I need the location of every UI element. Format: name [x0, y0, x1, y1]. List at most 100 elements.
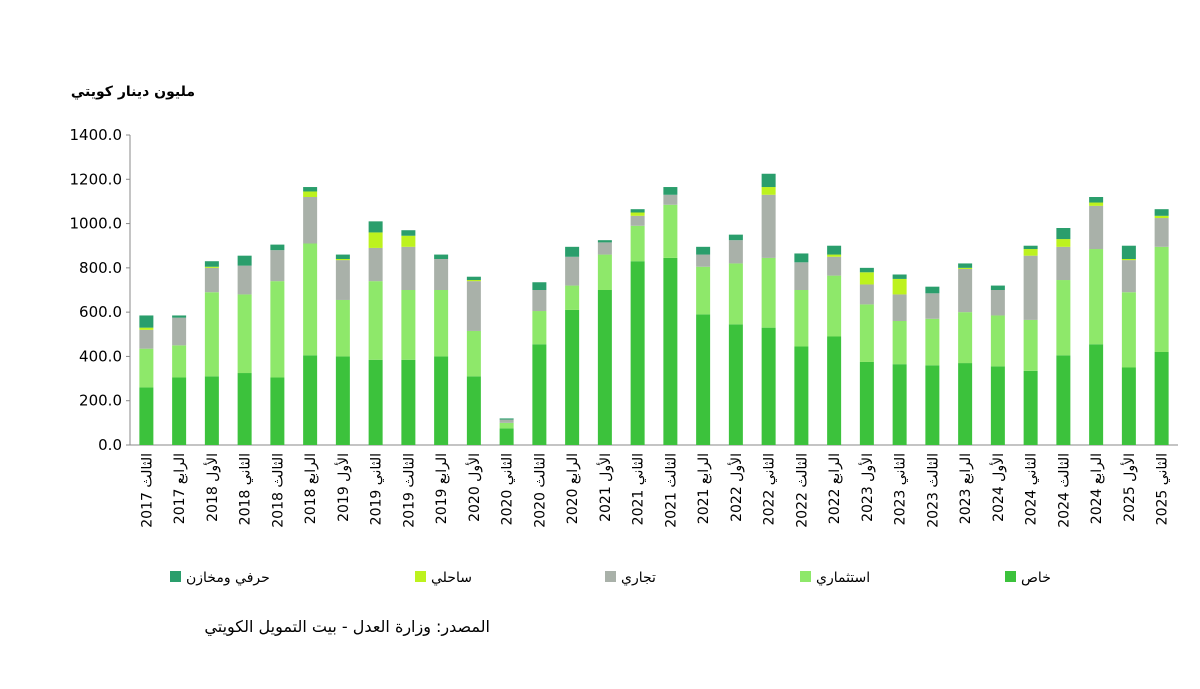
- bar-segment: [401, 246, 416, 290]
- bar-segment: [303, 187, 318, 192]
- bar-segment: [794, 346, 809, 445]
- bar-segment: [270, 244, 285, 251]
- bar-segment: [892, 274, 907, 279]
- bar-segment: [434, 254, 449, 259]
- x-tick-label: الرابع 2017: [172, 453, 188, 524]
- bar-segment: [728, 240, 743, 264]
- y-tick-label: 1200.0: [70, 170, 123, 188]
- bar-segment: [925, 293, 940, 319]
- bar-segment: [827, 336, 842, 445]
- bar-segment: [172, 345, 187, 378]
- bar-segment: [303, 243, 318, 356]
- bar-segment: [630, 212, 645, 216]
- bar-segment: [204, 266, 219, 268]
- bar-segment: [466, 280, 481, 282]
- bar-segment: [204, 376, 219, 445]
- bar-segment: [630, 215, 645, 226]
- bar-segment: [237, 265, 252, 295]
- bar-segment: [1121, 260, 1136, 293]
- bar-segment: [859, 267, 874, 273]
- bar-segment: [990, 285, 1005, 290]
- bar-segment: [696, 314, 711, 445]
- bar-segment: [1056, 228, 1071, 240]
- bar-segment: [990, 315, 1005, 367]
- bar-segment: [434, 259, 449, 290]
- x-tick-label: الثالث 2024: [1056, 453, 1072, 528]
- bar-segment: [1154, 215, 1169, 219]
- bar-segment: [368, 247, 383, 282]
- bar-segment: [270, 250, 285, 282]
- bar-segment: [532, 311, 547, 345]
- bar-segment: [663, 187, 678, 195]
- x-tick-label: الثالث 2020: [532, 453, 548, 528]
- bar-segment: [597, 290, 612, 445]
- bar-segment: [532, 282, 547, 290]
- bar-segment: [794, 290, 809, 347]
- legend-label: خاص: [1021, 570, 1051, 586]
- x-tick-label: الثاني 2024: [1024, 453, 1040, 525]
- bar-segment: [892, 294, 907, 321]
- bar-segment: [630, 225, 645, 262]
- bar-segment: [1154, 246, 1169, 352]
- bar-segment: [204, 292, 219, 377]
- bar-segment: [892, 364, 907, 445]
- y-tick-label: 800.0: [79, 259, 122, 277]
- bar-segment: [794, 253, 809, 263]
- bar-segment: [1023, 255, 1038, 320]
- bar-segment: [958, 267, 973, 269]
- bar-segment: [794, 262, 809, 290]
- bar-segment: [368, 359, 383, 445]
- bar-segment: [761, 327, 776, 445]
- bar-segment: [1056, 280, 1071, 356]
- x-tick-label: الثالث 2022: [794, 453, 810, 528]
- bar-segment: [303, 355, 318, 445]
- bar-segment: [1056, 239, 1071, 247]
- y-tick-label: 200.0: [79, 392, 122, 410]
- bar-segment: [761, 194, 776, 258]
- legend-label: حرفي ومخازن: [186, 570, 270, 586]
- x-tick-label: الرابع 2023: [958, 453, 974, 524]
- legend-swatch: [605, 571, 616, 582]
- bar-segment: [663, 194, 678, 205]
- bar-segment: [597, 242, 612, 255]
- x-tick-label: الثالث 2018: [270, 453, 286, 528]
- bar-segment: [204, 267, 219, 293]
- bar-segment: [728, 234, 743, 241]
- bar-segment: [303, 191, 318, 197]
- bar-segment: [1023, 249, 1038, 256]
- bar-segment: [565, 256, 580, 286]
- bar-segment: [958, 363, 973, 445]
- bar-segment: [827, 245, 842, 255]
- x-tick-label: الأول 2019: [334, 453, 352, 522]
- bar-segment: [859, 284, 874, 305]
- x-tick-label: الأول 2018: [203, 453, 221, 522]
- bar-segment: [368, 232, 383, 248]
- bar-segment: [401, 230, 416, 236]
- bar-segment: [335, 259, 350, 261]
- bar-segment: [1089, 249, 1104, 345]
- bar-segment: [1023, 370, 1038, 445]
- bar-segment: [499, 419, 514, 423]
- legend-swatch: [800, 571, 811, 582]
- x-tick-label: الثاني 2018: [238, 453, 254, 525]
- bar-segment: [499, 422, 514, 429]
- bar-segment: [139, 327, 154, 330]
- x-tick-label: الثاني 2021: [631, 453, 647, 525]
- y-axis-title: مليون دينار كويتي: [71, 84, 195, 100]
- x-tick-label: الرابع 2021: [696, 453, 712, 524]
- x-tick-label: الأول 2024: [989, 453, 1007, 522]
- bar-segment: [859, 361, 874, 445]
- bar-segment: [499, 428, 514, 445]
- bar-segment: [237, 294, 252, 374]
- bar-segment: [335, 254, 350, 259]
- bar-segment: [466, 276, 481, 281]
- y-tick-label: 1400.0: [70, 126, 123, 144]
- bar-segment: [237, 255, 252, 266]
- x-tick-label: الرابع 2020: [565, 453, 581, 524]
- bar-segment: [1154, 352, 1169, 445]
- bar-segment: [958, 268, 973, 313]
- bar-segment: [172, 377, 187, 445]
- bar-segment: [630, 209, 645, 213]
- bar-segment: [401, 290, 416, 360]
